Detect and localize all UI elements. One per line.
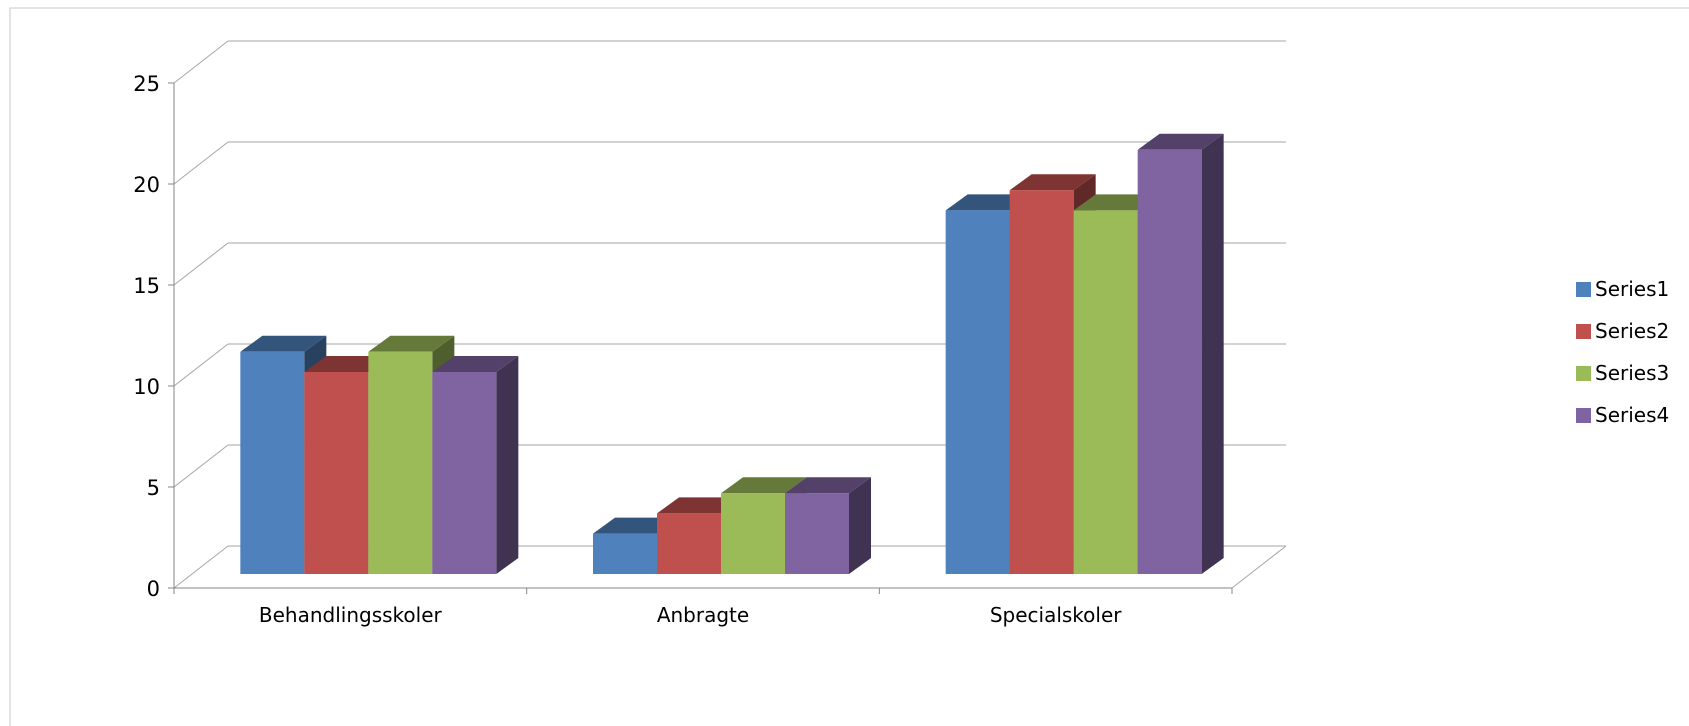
legend-label: Series1: [1595, 277, 1670, 301]
bar-top: [1009, 174, 1096, 191]
legend-item-series2: Series2: [1576, 310, 1669, 352]
legend-swatch: [1576, 323, 1591, 339]
bar-front: [657, 513, 721, 574]
bar-side: [496, 356, 519, 574]
legend-label: Series2: [1595, 319, 1670, 343]
legend-swatch: [1576, 281, 1591, 297]
legend: Series1 Series2 Series3 Series4: [1576, 268, 1669, 436]
bar-top: [721, 477, 807, 494]
legend-item-series4: Series4: [1576, 394, 1669, 436]
bar-side: [1201, 133, 1224, 575]
y-tick-label: 15: [133, 274, 160, 298]
bar-top: [240, 335, 327, 352]
bar-front: [1073, 210, 1138, 574]
legend-swatch: [1576, 365, 1591, 381]
bar-side: [849, 477, 871, 574]
bar-top: [432, 356, 519, 372]
side-gridline: [173, 444, 229, 488]
y-tick-label: 20: [133, 173, 160, 197]
bar-front: [785, 493, 849, 574]
y-tick-label: 5: [147, 476, 160, 500]
bar-top: [785, 477, 871, 494]
chart-border: [9, 7, 1689, 726]
y-tick-label: 25: [133, 72, 160, 96]
legend-item-series1: Series1: [1576, 268, 1669, 310]
bar-front: [368, 351, 433, 574]
legend-item-series3: Series3: [1576, 352, 1669, 394]
bar-front: [304, 372, 369, 574]
category-label: Anbragte: [657, 603, 749, 627]
bar-top: [1137, 133, 1224, 150]
bar-front: [593, 533, 657, 574]
floor-right-edge: [1231, 545, 1287, 589]
side-gridline: [173, 343, 229, 387]
legend-swatch: [1576, 407, 1591, 423]
bar-top: [368, 335, 455, 352]
y-tick-label: 10: [133, 375, 160, 399]
bar: [785, 477, 871, 574]
legend-label: Series4: [1595, 403, 1670, 427]
bar-front: [432, 372, 497, 574]
bar-front: [1137, 149, 1202, 575]
bar-front: [721, 493, 785, 574]
bar: [1137, 133, 1224, 575]
bar-front: [240, 351, 305, 574]
legend-label: Series3: [1595, 361, 1670, 385]
category-label: Specialskoler: [990, 603, 1122, 627]
bar: [432, 356, 519, 574]
bar-front: [945, 210, 1010, 574]
side-gridline: [173, 40, 229, 84]
bar-front: [1009, 190, 1074, 574]
side-gridline: [173, 141, 229, 185]
category-label: Behandlingsskoler: [259, 603, 443, 627]
side-gridline: [173, 242, 229, 286]
side-gridline: [173, 545, 229, 589]
y-tick-label: 0: [147, 577, 160, 601]
